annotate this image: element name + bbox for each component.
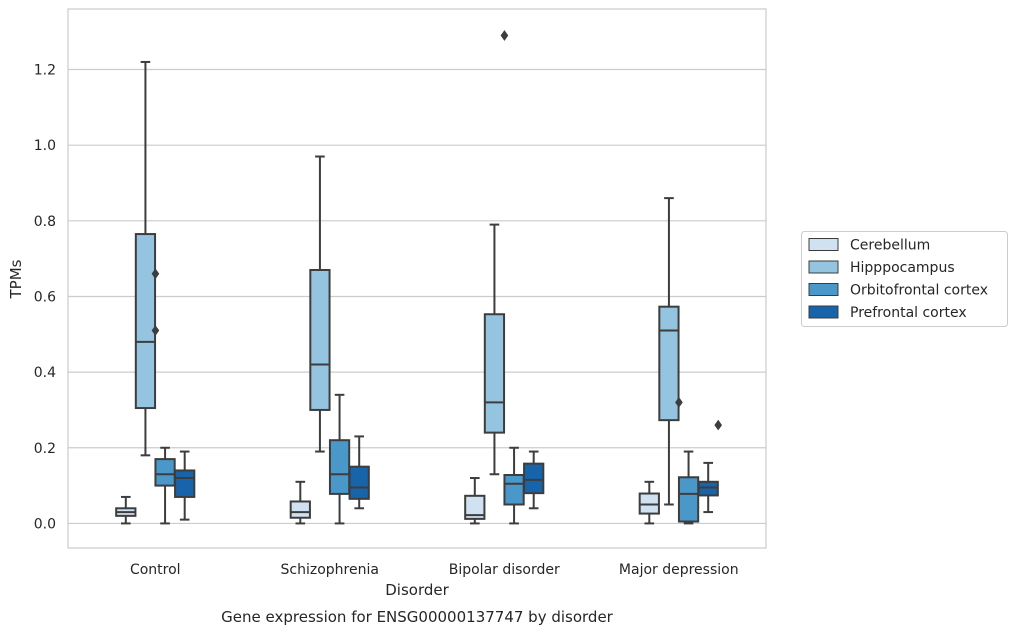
y-tick-label: 0.0 [34, 516, 56, 532]
legend-swatch [808, 283, 839, 296]
box-group [134, 60, 160, 457]
box-body [658, 305, 680, 422]
x-axis-label: Disorder [385, 581, 449, 599]
legend-label: Orbitofrontal cortex [850, 283, 988, 299]
x-tick-label: Bipolar disorder [449, 562, 560, 578]
box-body [134, 233, 157, 410]
box-group [483, 30, 509, 476]
box-body [174, 469, 196, 498]
legend-swatch [808, 238, 839, 251]
legend-swatch [808, 305, 839, 319]
box-group [464, 477, 486, 525]
box-group [503, 446, 525, 525]
box-body [154, 458, 176, 487]
box-body [697, 480, 719, 497]
box-body [289, 500, 311, 519]
box-series [115, 30, 723, 525]
box-group [658, 197, 683, 506]
box-body [523, 462, 545, 495]
box-group [638, 480, 660, 525]
box-group [348, 435, 370, 510]
x-tick-label: Schizophrenia [281, 562, 379, 578]
y-tick-label: 1.0 [34, 138, 56, 154]
y-tick-label: 1.2 [34, 63, 56, 79]
plot-frame [67, 8, 767, 549]
box-body [483, 313, 506, 434]
legend: Cerebellum Hipppocampus Orbitofrontal cort… [801, 231, 1008, 327]
outlier-point [675, 397, 683, 408]
box-body [677, 476, 700, 523]
y-tick-label: 0.6 [34, 289, 56, 305]
box-group [328, 393, 351, 525]
legend-swatch [808, 260, 839, 274]
box-group [309, 155, 331, 453]
outlier-point [151, 268, 160, 280]
box-group [677, 450, 700, 525]
outlier-point [151, 325, 160, 336]
box-body [328, 439, 351, 495]
y-tick-labels: 0.0 0.2 0.4 0.6 0.8 1.0 1.2 [34, 63, 56, 533]
y-tick-label: 0.8 [34, 214, 56, 230]
box-group [174, 450, 196, 521]
legend-label: Cerebellum [850, 238, 930, 254]
x-tick-labels: Control Schizophrenia Bipolar disorder Majo… [130, 562, 739, 578]
box-body [464, 494, 486, 520]
y-tick-label: 0.2 [34, 441, 56, 457]
x-tick-label: Control [130, 562, 181, 578]
x-tick-label: Major depression [619, 562, 739, 578]
box-body [348, 465, 370, 500]
grid-lines [68, 68, 766, 525]
y-tick-label: 0.4 [34, 365, 56, 381]
box-body [503, 473, 525, 506]
y-axis-label: TPMs [7, 259, 25, 299]
chart-title: Gene expression for ENSG00000137747 by d… [221, 608, 614, 626]
box-group [697, 419, 723, 514]
box-group [289, 480, 311, 525]
outlier-point [714, 419, 723, 431]
outlier-point [500, 30, 509, 41]
legend-frame [801, 231, 1008, 327]
box-body [309, 268, 331, 411]
box-group [115, 495, 137, 525]
legend-label: Hipppocampus [850, 260, 955, 276]
box-group [154, 446, 176, 525]
box-group [523, 450, 545, 510]
legend-label: Prefrontal cortex [850, 305, 967, 321]
